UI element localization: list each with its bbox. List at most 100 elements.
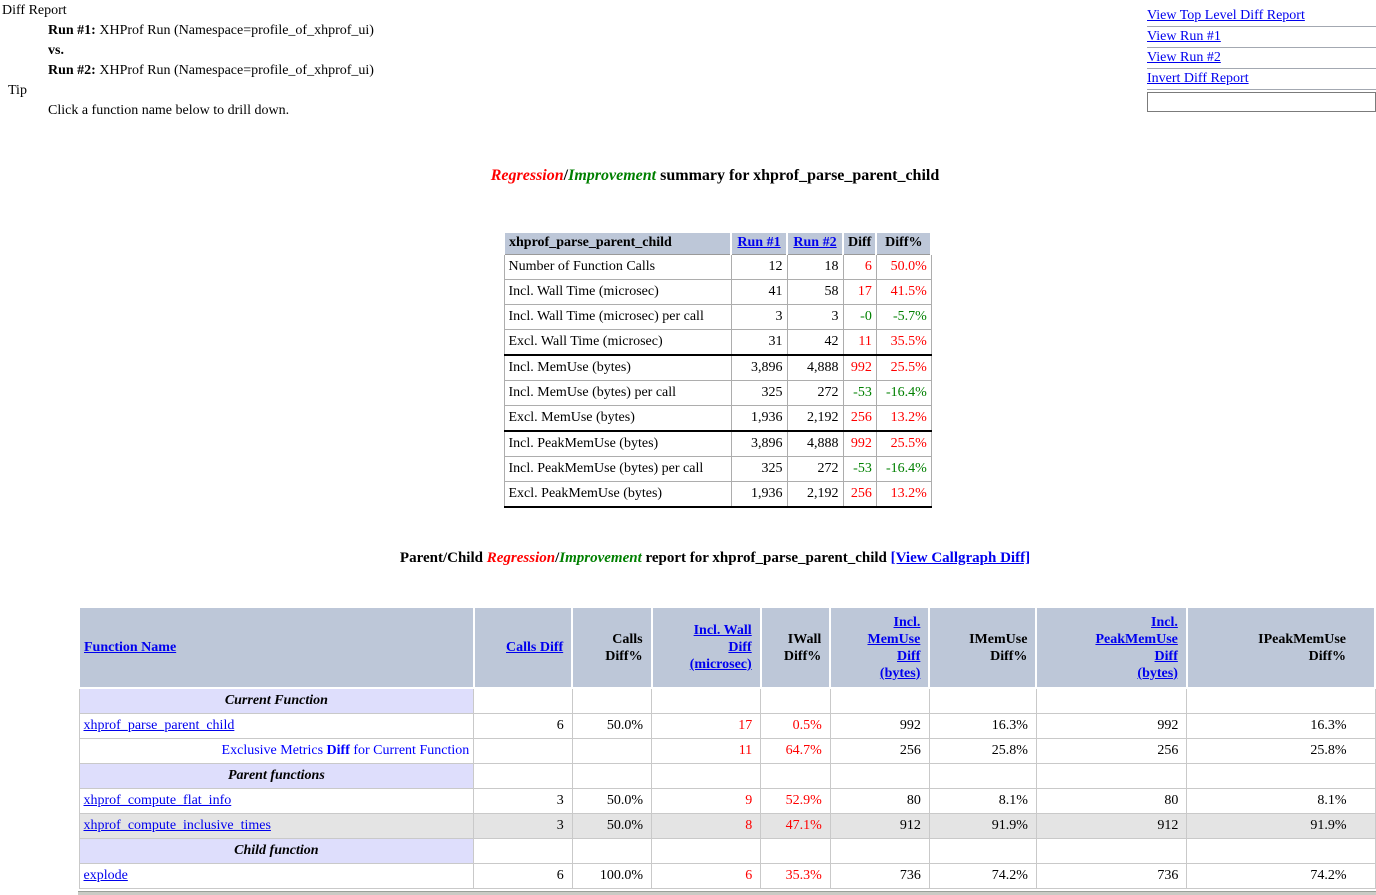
value-cell: 91.9% [1186, 813, 1376, 839]
value-cell: 74.2% [1186, 863, 1376, 889]
summary-row: Incl. MemUse (bytes) 3,896 4,888 992 25.5% [503, 354, 932, 381]
empty-cell [760, 687, 831, 714]
next-row-clipped-strip [78, 891, 1376, 895]
value-cell: 80 [1035, 788, 1188, 814]
metric-label: Incl. MemUse (bytes) [503, 354, 732, 381]
report-header-incl-peakmemuse-diff: Incl. PeakMemUse Diff (bytes) [1035, 606, 1188, 689]
banner-label: Current Function [78, 687, 475, 714]
menu-link-invert-diff-report[interactable]: Invert Diff Report [1147, 71, 1249, 86]
metric-label: Incl. Wall Time (microsec) per call [503, 303, 732, 330]
function-link[interactable]: xhprof_compute_inclusive_times [83, 818, 271, 833]
function-name-cell: Exclusive Metrics Diff for Current Funct… [78, 738, 475, 764]
value-cell: 912 [829, 813, 930, 839]
summary-row: Incl. PeakMemUse (bytes) 3,896 4,888 992 25.… [503, 430, 932, 457]
diff-value: -53 [842, 455, 877, 482]
report-header-link-incl-peakmemuse-diff[interactable]: Incl. PeakMemUse Diff (bytes) [1095, 614, 1178, 681]
run1-value: 1,936 [730, 404, 788, 432]
empty-cell [571, 763, 653, 789]
value-cell: 6 [473, 713, 573, 739]
empty-cell [473, 838, 573, 864]
value-cell: 6 [651, 863, 762, 889]
metric-label: Excl. PeakMemUse (bytes) [503, 480, 732, 508]
value-cell: 16.3% [928, 713, 1037, 739]
function-link[interactable]: xhprof_parse_parent_child [83, 718, 235, 733]
menu-link-view-top-level-diff-report[interactable]: View Top Level Diff Report [1147, 8, 1305, 23]
value-cell: 35.3% [760, 863, 831, 889]
menu-link-view-run-2[interactable]: View Run #2 [1147, 50, 1221, 65]
run2-value: 58 [786, 278, 844, 305]
empty-cell [1186, 763, 1376, 789]
run1-line: Run #1: XHProf Run (Namespace=profile_of… [48, 21, 374, 41]
summary-row: Excl. MemUse (bytes) 1,936 2,192 256 13.2% [503, 404, 932, 432]
value-cell: 50.0% [571, 788, 653, 814]
function-typeahead-input[interactable] [1147, 92, 1376, 112]
diff-pct-value: 35.5% [875, 328, 932, 356]
run2-description: XHProf Run (Namespace=profile_of_xhprof_… [99, 63, 374, 78]
metric-label: Number of Function Calls [503, 253, 732, 280]
report-header-link-incl-memuse-diff[interactable]: Incl. MemUse Diff (bytes) [867, 614, 921, 681]
value-cell: 8.1% [928, 788, 1037, 814]
empty-cell [473, 763, 573, 789]
diff-pct-value: 25.5% [875, 354, 932, 381]
run1-value: 1,936 [730, 480, 788, 508]
report-header-link-function-name[interactable]: Function Name [84, 640, 177, 655]
improvement-label: Improvement [568, 167, 657, 184]
summary-header-diff-pct: Diff% [875, 231, 933, 255]
value-cell: 64.7% [760, 738, 831, 764]
empty-cell [928, 763, 1037, 789]
report-header-link-incl-wall-diff[interactable]: Incl. Wall Diff (microsec) [689, 623, 752, 672]
summary-header-diff: Diff [841, 231, 878, 255]
empty-cell [928, 838, 1037, 864]
value-cell: 6 [473, 863, 573, 889]
banner-label: Child function [78, 838, 475, 864]
run1-value: 41 [730, 278, 788, 305]
value-cell: 0.5% [760, 713, 831, 739]
run2-value: 2,192 [786, 404, 844, 432]
report-header-function-name: Function Name [78, 606, 475, 689]
empty-cell [651, 838, 762, 864]
value-cell: 80 [829, 788, 930, 814]
report-header-row: Function Name Calls Diff Calls Diff% Incl. W… [78, 606, 1376, 689]
empty-cell [473, 687, 573, 714]
function-link[interactable]: xhprof_compute_flat_info [83, 793, 232, 808]
empty-cell [760, 838, 831, 864]
run2-value: 4,888 [786, 430, 844, 457]
report-title-text: report for xhprof_parse_parent_child [641, 550, 891, 566]
diff-pct-value: -16.4% [875, 379, 932, 406]
value-cell: 25.8% [1186, 738, 1376, 764]
value-cell: 8.1% [1186, 788, 1376, 814]
run1-value: 3 [730, 303, 788, 330]
menu-link-view-run-1[interactable]: View Run #1 [1147, 29, 1221, 44]
run2-value: 42 [786, 328, 844, 356]
function-row: xhprof_parse_parent_child 6 50.0% 17 0.5% 992… [78, 713, 1376, 739]
run2-link[interactable]: Run #2 [793, 235, 837, 251]
summary-row: Number of Function Calls 12 18 6 50.0% [503, 253, 932, 280]
value-cell: 50.0% [571, 713, 653, 739]
diff-pct-value: 41.5% [875, 278, 932, 305]
run1-link[interactable]: Run #1 [737, 235, 781, 251]
vs-line: vs. [48, 41, 374, 61]
summary-title-text: summary for xhprof_parse_parent_child [656, 167, 940, 184]
exclusive-metrics-row: Exclusive Metrics Diff for Current Funct… [78, 738, 1376, 764]
view-callgraph-diff-link[interactable]: [View Callgraph Diff] [890, 550, 1031, 566]
function-link[interactable]: explode [83, 868, 128, 883]
improvement-label: Improvement [559, 550, 642, 566]
function-row: xhprof_compute_inclusive_times 3 50.0% 8 47.… [78, 813, 1376, 839]
menu-row: View Run #1 [1147, 27, 1376, 48]
parent-child-report-table: Function Name Calls Diff Calls Diff% Incl. W… [78, 606, 1376, 889]
diff-value: 256 [842, 480, 877, 508]
empty-cell [1035, 838, 1188, 864]
summary-header-function: xhprof_parse_parent_child [503, 231, 732, 255]
function-row: xhprof_compute_flat_info 3 50.0% 9 52.9% 80 8.… [78, 788, 1376, 814]
empty-cell [829, 763, 930, 789]
report-menu: View Top Level Diff Report View Run #1 Vie… [1147, 6, 1376, 112]
diff-pct-value: -5.7% [875, 303, 932, 330]
banner-row: Child function [78, 838, 1376, 864]
summary-title: Regression/Improvement summary for xhpro… [0, 167, 1376, 185]
summary-header-run2: Run #2 [786, 231, 844, 255]
empty-cell [571, 838, 653, 864]
metric-label: Incl. MemUse (bytes) per call [503, 379, 732, 406]
run1-value: 325 [730, 455, 788, 482]
report-header-link-calls-diff[interactable]: Calls Diff [506, 640, 564, 655]
value-cell: 256 [1035, 738, 1188, 764]
